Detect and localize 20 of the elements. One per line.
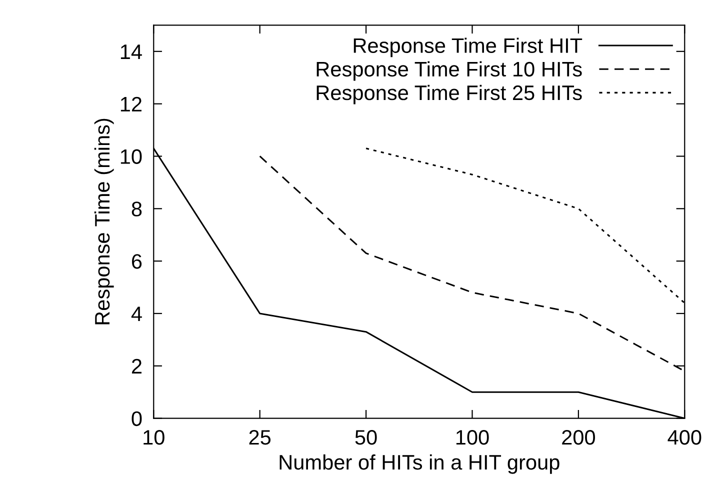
x-tick-label: 10 xyxy=(144,430,164,445)
x-tick-label: 25 xyxy=(249,430,271,445)
x-tick-label: 400 xyxy=(668,430,702,445)
legend-label: Response Time First HIT xyxy=(354,38,582,58)
y-tick-label: 6 xyxy=(132,254,142,269)
x-axis-title: Number of HITs in a HIT group xyxy=(280,454,560,474)
legend-label: Response Time First 25 HITs xyxy=(316,84,582,104)
line-series xyxy=(259,155,685,372)
y-axis-title: Response Time (mins) xyxy=(94,118,114,324)
y-tick-label: 2 xyxy=(132,358,142,374)
x-tick-label: 200 xyxy=(562,430,596,445)
legend-label: Response Time First 10 HITs xyxy=(316,61,582,81)
y-tick-label: 10 xyxy=(120,149,142,164)
y-tick-label: 14 xyxy=(120,44,142,59)
y-tick-label: 0 xyxy=(132,411,142,426)
y-tick-label: 12 xyxy=(120,96,142,112)
x-tick-label: 50 xyxy=(355,430,377,445)
y-tick-label: 4 xyxy=(131,306,142,322)
y-tick-label: 8 xyxy=(132,202,142,216)
x-tick-label: 100 xyxy=(456,430,489,445)
